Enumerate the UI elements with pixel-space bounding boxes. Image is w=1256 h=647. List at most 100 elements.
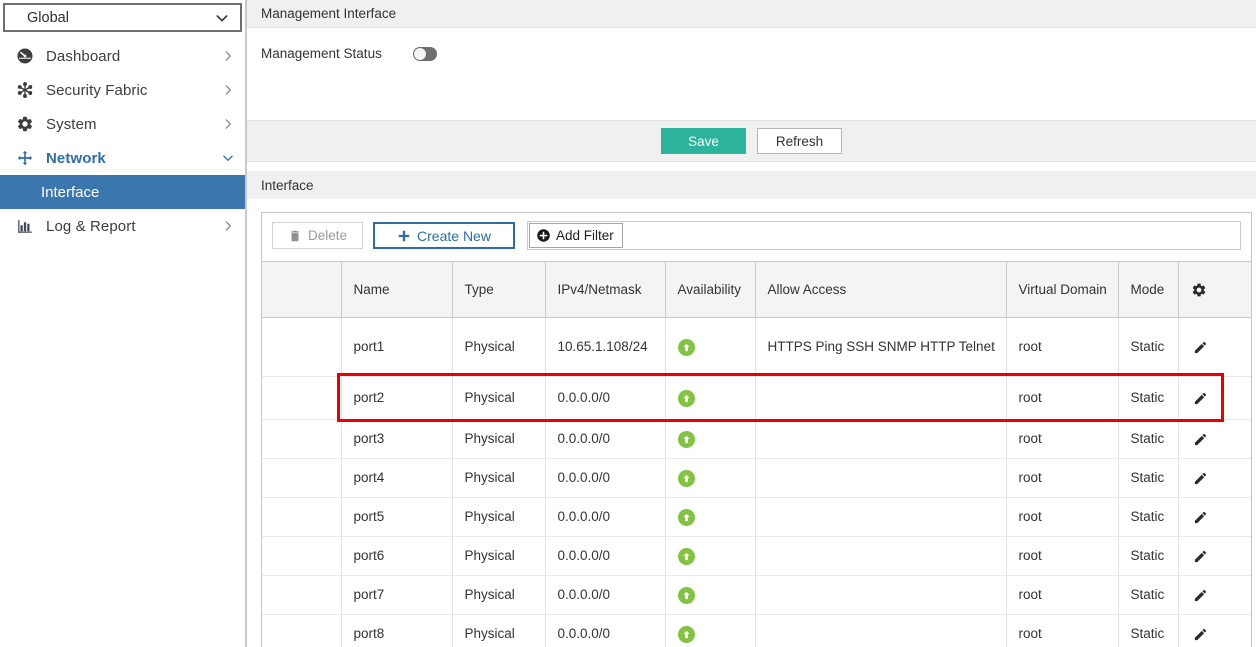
row-ipv4-netmask: 0.0.0.0/0 [545,536,666,576]
edit-pencil-icon[interactable] [1193,340,1246,355]
row-virtual-domain: root [1006,419,1119,459]
row-name: port8 [341,614,453,647]
edit-pencil-icon[interactable] [1193,432,1246,447]
plus-icon [397,229,411,243]
column-type[interactable]: Type [452,261,546,318]
row-select-cell[interactable] [262,536,342,576]
row-availability [665,614,756,647]
sidebar-item-log-report[interactable]: Log & Report [0,209,245,243]
status-up-icon [677,547,695,565]
column-virtual-domain[interactable]: Virtual Domain [1006,261,1119,318]
sidebar: Global Dashboard [0,0,247,647]
chevron-down-icon [221,151,235,165]
row-edit-cell[interactable] [1178,575,1251,615]
edit-pencil-icon[interactable] [1193,627,1246,642]
vdom-selector[interactable]: Global [3,3,242,32]
sidebar-item-network[interactable]: Network [0,141,245,175]
main-content: Management Interface Management Status S… [247,0,1256,647]
status-up-icon [677,430,695,448]
edit-pencil-icon[interactable] [1193,391,1246,406]
row-mode: Static [1118,614,1179,647]
sidebar-item-security-fabric[interactable]: Security Fabric [0,73,245,107]
column-availability[interactable]: Availability [665,261,756,318]
table-row[interactable]: port2 Physical 0.0.0.0/0 root Static [262,376,1251,420]
table-row[interactable]: port4 Physical 0.0.0.0/0 root Static [262,458,1251,498]
row-select-cell[interactable] [262,317,342,377]
sidebar-item-label: Log & Report [46,217,136,235]
column-settings[interactable] [1178,261,1251,318]
table-row[interactable]: port7 Physical 0.0.0.0/0 root Static [262,575,1251,615]
management-status-toggle[interactable] [413,46,437,61]
filter-bar[interactable]: Add Filter [527,221,1241,250]
edit-pencil-icon[interactable] [1193,510,1246,525]
row-virtual-domain: root [1006,575,1119,615]
refresh-button[interactable]: Refresh [757,128,842,154]
row-virtual-domain: root [1006,536,1119,576]
row-availability [665,419,756,459]
row-name: port4 [341,458,453,498]
table-row[interactable]: port1 Physical 10.65.1.108/24 HTTPS Ping SS… [262,317,1251,377]
row-edit-cell[interactable] [1178,614,1251,647]
row-ipv4-netmask: 0.0.0.0/0 [545,497,666,537]
page-title-bar: Management Interface [247,0,1256,28]
row-type: Physical [452,575,546,615]
row-edit-cell[interactable] [1178,536,1251,576]
column-name[interactable]: Name [341,261,453,318]
row-mode: Static [1118,419,1179,459]
add-filter-button[interactable]: Add Filter [529,223,623,248]
column-allow-access[interactable]: Allow Access [755,261,1007,318]
action-bar: Save Refresh [247,120,1256,162]
row-select-cell[interactable] [262,497,342,537]
sidebar-item-dashboard[interactable]: Dashboard [0,39,245,73]
row-edit-cell[interactable] [1178,376,1251,420]
table-row[interactable]: port3 Physical 0.0.0.0/0 root Static [262,419,1251,459]
row-select-cell[interactable] [262,419,342,459]
row-type: Physical [452,317,546,377]
column-mode[interactable]: Mode [1118,261,1179,318]
chevron-right-icon [221,117,235,131]
row-availability [665,536,756,576]
row-edit-cell[interactable] [1178,317,1251,377]
table-row[interactable]: port6 Physical 0.0.0.0/0 root Static [262,536,1251,576]
row-type: Physical [452,458,546,498]
interface-table-body: port1 Physical 10.65.1.108/24 HTTPS Ping SS… [262,317,1251,647]
row-edit-cell[interactable] [1178,497,1251,537]
chevron-right-icon [221,219,235,233]
settings-gear-icon[interactable] [1191,282,1246,298]
sidebar-item-interface[interactable]: Interface [0,175,245,209]
edit-pencil-icon[interactable] [1193,549,1246,564]
row-name: port7 [341,575,453,615]
row-edit-cell[interactable] [1178,419,1251,459]
create-new-button[interactable]: Create New [373,222,515,249]
status-up-icon [677,508,695,526]
section-title: Interface [261,177,314,193]
row-mode: Static [1118,317,1179,377]
row-select-cell[interactable] [262,376,342,420]
management-status-row: Management Status [261,46,437,61]
table-row[interactable]: port5 Physical 0.0.0.0/0 root Static [262,497,1251,537]
save-button[interactable]: Save [661,128,746,154]
delete-button[interactable]: Delete [272,222,363,249]
delete-button-label: Delete [307,228,348,243]
toggle-knob [414,47,426,60]
edit-pencil-icon[interactable] [1193,588,1246,603]
row-select-cell[interactable] [262,458,342,498]
column-select[interactable] [262,261,342,318]
row-select-cell[interactable] [262,575,342,615]
edit-pencil-icon[interactable] [1193,471,1246,486]
gear-icon [15,114,35,134]
row-virtual-domain: root [1006,376,1119,420]
sidebar-item-system[interactable]: System [0,107,245,141]
row-select-cell[interactable] [262,614,342,647]
table-toolbar: Delete Create New Add Filter [262,213,1251,250]
row-type: Physical [452,376,546,420]
row-availability [665,497,756,537]
row-availability [665,317,756,377]
column-ipv4-netmask[interactable]: IPv4/Netmask [545,261,666,318]
row-ipv4-netmask: 0.0.0.0/0 [545,376,666,420]
row-type: Physical [452,614,546,647]
table-row[interactable]: port8 Physical 0.0.0.0/0 root Static [262,614,1251,647]
row-edit-cell[interactable] [1178,458,1251,498]
row-allow-access [755,376,1007,420]
row-ipv4-netmask: 0.0.0.0/0 [545,419,666,459]
